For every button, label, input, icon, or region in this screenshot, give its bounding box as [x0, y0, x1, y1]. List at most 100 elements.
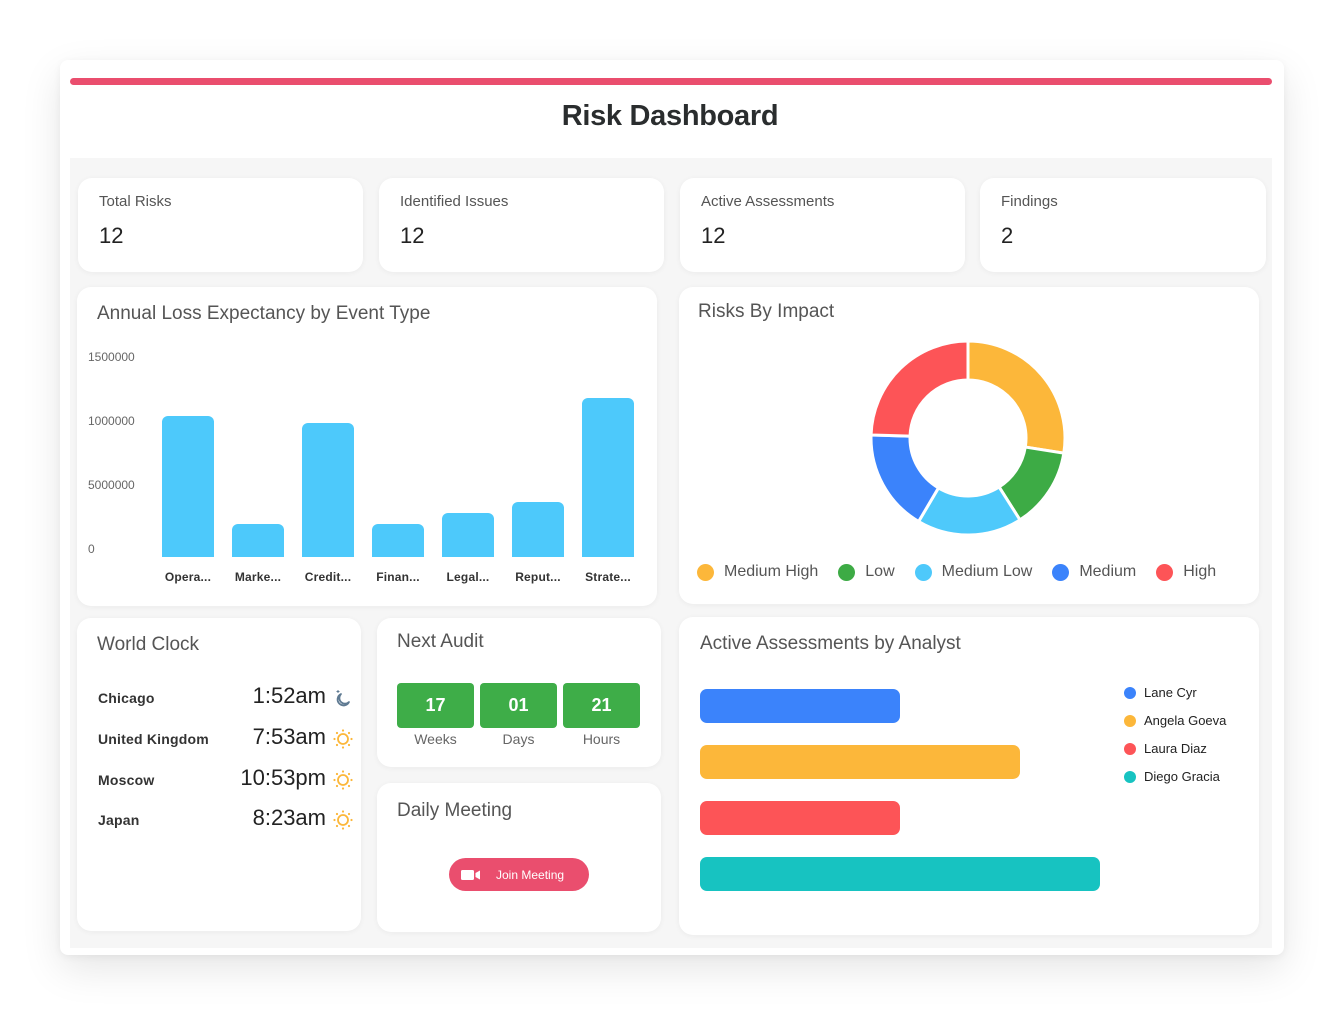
analyst-legend-item[interactable]: Lane Cyr	[1124, 685, 1197, 700]
assessments-by-analyst-card: Active Assessments by Analyst Lane Cyr An…	[679, 617, 1259, 935]
clock-row-united-kingdom: United Kingdom 7:53am	[98, 724, 353, 754]
x-tick-label: Reput...	[515, 570, 561, 584]
stat-value: 12	[701, 223, 726, 248]
analyst-bar[interactable]	[700, 801, 900, 835]
donut-legend: Medium High Low Medium Low Medium High	[697, 563, 1236, 581]
bar[interactable]	[372, 523, 424, 557]
legend-dot-icon	[697, 563, 714, 581]
clock-city: Japan	[98, 812, 140, 828]
clock-time: 1:52am	[252, 683, 326, 708]
analyst-bar[interactable]	[700, 689, 900, 723]
legend-item[interactable]: Medium	[1052, 563, 1136, 581]
chart-title: Active Assessments by Analyst	[700, 633, 961, 654]
hours-label: Hours	[582, 731, 621, 747]
legend-label: Medium Low	[941, 563, 1033, 580]
accent-bar	[70, 78, 1272, 85]
world-clock-title: World Clock	[97, 634, 200, 655]
y-tick-label: 0	[88, 542, 95, 556]
chart-title: Risks By Impact	[698, 301, 835, 322]
legend-item[interactable]: Low	[838, 563, 895, 581]
stat-label: Active Assessments	[701, 193, 835, 210]
bar[interactable]	[162, 416, 214, 557]
x-tick-label: Legal...	[446, 570, 490, 584]
x-tick-label: Marke...	[234, 570, 282, 584]
bar[interactable]	[232, 523, 284, 557]
clock-row-japan: Japan 8:23am	[98, 805, 353, 835]
hours-counter: 21	[563, 683, 640, 728]
legend-dot-icon	[1124, 714, 1136, 727]
legend-label: Angela Goeva	[1144, 713, 1227, 728]
stat-card-active-assessments: Active Assessments 12	[680, 178, 965, 272]
bar[interactable]	[302, 422, 354, 557]
sun-icon	[333, 810, 353, 830]
page-title: Risk Dashboard	[561, 100, 779, 132]
bar[interactable]	[442, 513, 494, 557]
legend-label: Lane Cyr	[1144, 685, 1197, 700]
bar[interactable]	[582, 398, 634, 557]
legend-label: Low	[865, 563, 895, 580]
stat-value: 2	[1001, 223, 1014, 248]
clock-row-moscow: Moscow 10:53pm	[98, 765, 353, 795]
days-label: Days	[502, 731, 535, 747]
legend-dot-icon	[1124, 742, 1136, 755]
y-tick-label: 5000000	[88, 478, 135, 492]
daily-meeting-card: Daily Meeting Join Meeting	[377, 783, 661, 932]
legend-item[interactable]: High	[1156, 563, 1216, 581]
clock-time: 8:23am	[252, 805, 326, 830]
stat-label: Findings	[1001, 193, 1058, 210]
clock-time: 10:53pm	[240, 765, 326, 790]
legend-label: Laura Diaz	[1144, 741, 1207, 756]
stat-value: 12	[400, 223, 425, 248]
analyst-legend-item[interactable]: Diego Gracia	[1124, 769, 1220, 784]
join-meeting-label: Join Meeting	[496, 868, 565, 882]
stat-card-total-risks: Total Risks 12	[78, 178, 363, 272]
donut-slice-high[interactable]	[869, 339, 970, 438]
stat-card-identified-issues: Identified Issues 12	[379, 178, 664, 272]
clock-time: 7:53am	[252, 724, 326, 749]
world-clock-card: World Clock Chicago 1:52am United Kingdo…	[77, 618, 361, 931]
x-tick-label: Finan...	[376, 570, 420, 584]
legend-label: High	[1183, 563, 1217, 580]
stat-value: 12	[99, 223, 124, 248]
stat-label: Total Risks	[99, 193, 172, 210]
join-meeting-button[interactable]: Join Meeting	[449, 858, 589, 891]
weeks-label: Weeks	[414, 731, 457, 747]
x-tick-label: Opera...	[164, 570, 212, 584]
analyst-bar[interactable]	[700, 745, 1020, 779]
bar[interactable]	[512, 501, 564, 557]
x-tick-label: Strate...	[585, 570, 631, 584]
y-tick-label: 1500000	[88, 350, 135, 364]
clock-row-chicago: Chicago 1:52am	[98, 683, 350, 713]
daily-meeting-title: Daily Meeting	[397, 800, 513, 821]
analyst-bar[interactable]	[700, 857, 1100, 891]
risks-by-impact-card: Risks By Impact Medium High Low Medium Low…	[679, 287, 1259, 604]
stat-label: Identified Issues	[400, 193, 509, 210]
legend-item[interactable]: Medium High	[697, 563, 818, 581]
donut-slice-medium-high[interactable]	[966, 339, 1067, 455]
legend-dot-icon	[838, 563, 856, 581]
clock-city: Chicago	[98, 690, 155, 706]
legend-dot-icon	[1052, 563, 1070, 581]
clock-city: Moscow	[98, 772, 155, 788]
stat-card-findings: Findings 2	[980, 178, 1266, 272]
legend-dot-icon	[1156, 563, 1174, 581]
legend-label: Medium	[1079, 563, 1137, 580]
next-audit-title: Next Audit	[397, 631, 484, 652]
legend-label: Diego Gracia	[1144, 769, 1220, 784]
analyst-legend-item[interactable]: Angela Goeva	[1124, 713, 1226, 728]
sun-icon	[333, 770, 353, 790]
analyst-legend-item[interactable]: Laura Diaz	[1124, 741, 1207, 756]
legend-dot-icon	[1124, 770, 1136, 783]
y-tick-label: 1000000	[88, 414, 135, 428]
donut-chart	[869, 339, 1067, 537]
video-camera-icon	[461, 870, 480, 880]
chart-title: Annual Loss Expectancy by Event Type	[97, 303, 431, 324]
x-tick-label: Credit...	[304, 570, 352, 584]
days-counter: 01	[480, 683, 557, 728]
legend-item[interactable]: Medium Low	[914, 563, 1033, 581]
weeks-counter: 17	[397, 683, 474, 728]
ale-chart-card: Annual Loss Expectancy by Event Type 0 50…	[77, 287, 657, 606]
legend-dot-icon	[1124, 686, 1136, 699]
legend-label: Medium High	[724, 563, 819, 580]
moon-icon	[336, 690, 350, 707]
